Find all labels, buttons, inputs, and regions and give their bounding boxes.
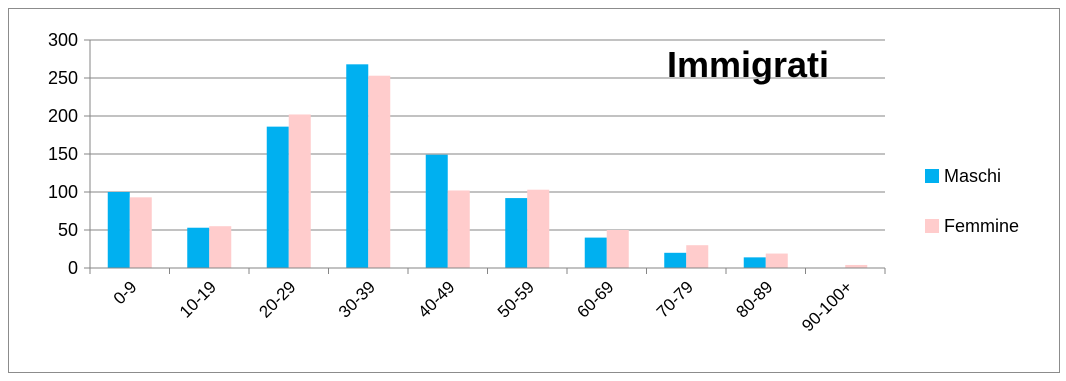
x-tick-label: 90-100+ xyxy=(798,277,856,335)
x-tick-label: 40-49 xyxy=(414,277,458,321)
bar-femmine-20-29 xyxy=(288,114,311,268)
bar-maschi-80-89 xyxy=(743,257,766,268)
bar-maschi-20-29 xyxy=(266,126,289,268)
bar-chart: 0 50 100 150 200 250 300 0-9 10-19 20-29 30-39 40-… xyxy=(48,30,1019,335)
bar-femmine-0-9 xyxy=(129,197,152,268)
x-tick-label: 80-89 xyxy=(732,277,776,321)
chart-title: Immigrati xyxy=(667,44,829,85)
y-tick-label: 300 xyxy=(48,30,78,50)
bar-femmine-90-100+ xyxy=(845,264,868,268)
x-tick-labels: 0-9 10-19 20-29 30-39 40-49 50-59 60-69 70-79 80… xyxy=(110,277,856,335)
bar-maschi-40-49 xyxy=(425,154,448,268)
chart-frame: 0 50 100 150 200 250 300 0-9 10-19 20-29 30-39 40-… xyxy=(8,8,1060,373)
legend-swatch-femmine xyxy=(925,219,939,233)
x-tick-label: 30-39 xyxy=(335,277,379,321)
y-tick-label: 100 xyxy=(48,182,78,202)
bar-maschi-60-69 xyxy=(584,237,607,268)
y-tick-labels: 0 50 100 150 200 250 300 xyxy=(48,30,78,278)
bar-femmine-50-59 xyxy=(527,189,550,268)
x-tick-label: 20-29 xyxy=(255,277,299,321)
legend-swatch-maschi xyxy=(925,169,939,183)
x-tick-label: 60-69 xyxy=(573,277,617,321)
x-tick-label: 70-79 xyxy=(653,277,697,321)
bar-femmine-80-89 xyxy=(765,253,788,268)
y-tick-label: 0 xyxy=(68,258,78,278)
bar-maschi-50-59 xyxy=(505,198,528,268)
x-tick-label: 10-19 xyxy=(176,277,220,321)
bar-femmine-60-69 xyxy=(606,230,629,268)
y-tick-label: 200 xyxy=(48,106,78,126)
bar-femmine-70-79 xyxy=(686,245,709,268)
bars xyxy=(107,64,868,268)
bar-maschi-70-79 xyxy=(664,252,687,268)
bar-femmine-40-49 xyxy=(447,190,470,268)
bar-femmine-10-19 xyxy=(209,226,232,268)
x-tick-label: 0-9 xyxy=(110,277,141,308)
y-tick-label: 50 xyxy=(58,220,78,240)
x-tick-label: 50-59 xyxy=(494,277,538,321)
axes xyxy=(89,40,886,274)
legend: Maschi Femmine xyxy=(925,166,1019,236)
legend-label-maschi: Maschi xyxy=(944,166,1001,186)
y-tick-label: 250 xyxy=(48,68,78,88)
y-tick-label: 150 xyxy=(48,144,78,164)
bar-maschi-30-39 xyxy=(346,64,369,268)
bar-maschi-10-19 xyxy=(187,227,210,268)
legend-label-femmine: Femmine xyxy=(944,216,1019,236)
bar-femmine-30-39 xyxy=(368,75,391,268)
bar-maschi-0-9 xyxy=(107,192,130,268)
